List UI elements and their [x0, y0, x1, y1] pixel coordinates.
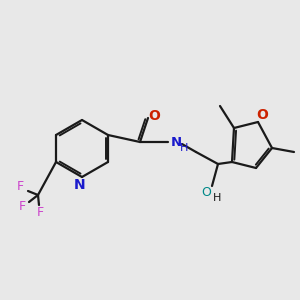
- Text: O: O: [148, 109, 160, 123]
- Text: H: H: [180, 143, 188, 153]
- Text: F: F: [36, 206, 43, 220]
- Text: F: F: [18, 200, 26, 214]
- Text: N: N: [170, 136, 182, 148]
- Text: O: O: [201, 187, 211, 200]
- Text: N: N: [74, 178, 86, 192]
- Text: F: F: [16, 181, 24, 194]
- Text: H: H: [213, 193, 221, 203]
- Text: O: O: [256, 108, 268, 122]
